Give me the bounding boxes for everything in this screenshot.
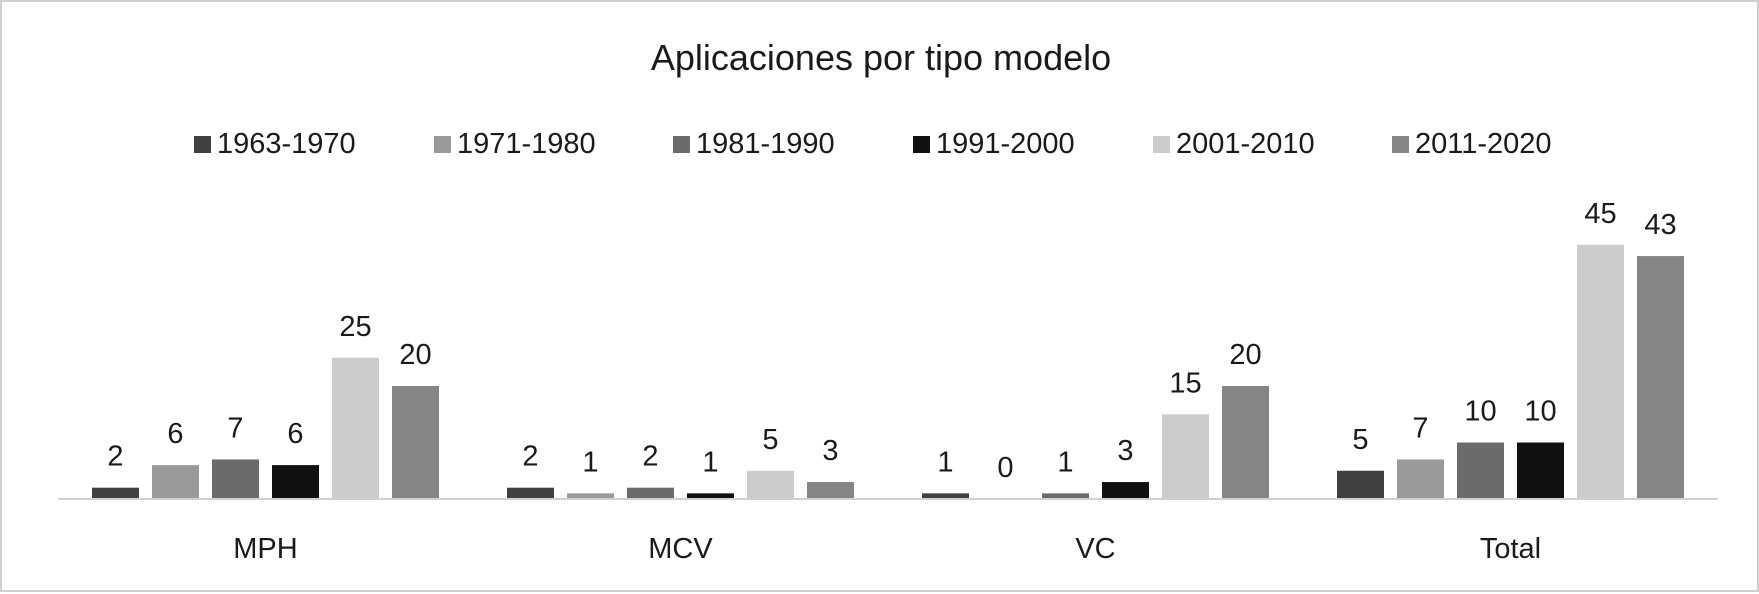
data-label-MCV-1963-1970: 2 [522,441,538,473]
data-label-MPH-2001-2010: 25 [339,311,371,343]
bar-VC-1963-1970 [922,493,969,499]
data-label-Total-1963-1970: 5 [1352,424,1368,456]
data-label-VC-2011-2020: 20 [1229,339,1261,371]
data-label-MCV-2011-2020: 3 [822,435,838,467]
bar-Total-1991-2000 [1517,442,1564,499]
data-label-Total-1981-1990: 10 [1464,396,1496,428]
data-label-Total-1991-2000: 10 [1524,396,1556,428]
bar-MPH-2001-2010 [332,357,379,499]
data-label-VC-1963-1970: 1 [937,446,953,478]
x-axis-tick-labels: MPH MCV VC Total [233,533,1541,565]
data-label-MPH-1981-1990: 7 [227,412,243,444]
data-label-Total-2001-2010: 45 [1584,198,1616,230]
data-label-MPH-2011-2020: 20 [399,339,431,371]
bar-MCV-2011-2020 [807,482,854,499]
data-label-VC-1981-1990: 1 [1057,446,1073,478]
bar-Total-1971-1980 [1397,459,1444,499]
x-tick-label-Total: Total [1480,533,1541,565]
bar-MCV-1991-2000 [687,493,734,499]
bar-VC-1981-1990 [1042,493,1089,499]
data-label-MCV-1981-1990: 2 [642,441,658,473]
legend-label-1963-1970: 1963-1970 [217,128,356,160]
bar-MPH-1991-2000 [272,465,319,499]
bar-VC-2001-2010 [1162,414,1209,499]
bar-MCV-1963-1970 [507,487,554,499]
data-label-MPH-1963-1970: 2 [107,441,123,473]
legend-label-1981-1990: 1981-1990 [696,128,835,160]
legend-label-2001-2010: 2001-2010 [1176,128,1315,160]
x-tick-label-VC: VC [1075,533,1115,565]
data-label-Total-2011-2020: 43 [1644,209,1676,241]
bar-MPH-1963-1970 [92,487,139,499]
legend: 1963-1970 1971-1980 1981-1990 1991-2000 2001… [194,128,1552,160]
bar-Total-1981-1990 [1457,442,1504,499]
x-tick-label-MPH: MPH [233,533,297,565]
bar-MPH-1971-1980 [152,465,199,499]
bar-MPH-2011-2020 [392,386,439,499]
data-label-MPH-1991-2000: 6 [287,418,303,450]
legend-label-1991-2000: 1991-2000 [936,128,1075,160]
bar-MPH-1981-1990 [212,459,259,499]
data-label-MCV-2001-2010: 5 [762,424,778,456]
bar-MCV-1981-1990 [627,487,674,499]
legend-swatch-1981-1990 [673,136,690,153]
data-label-VC-1991-2000: 3 [1117,435,1133,467]
legend-swatch-2011-2020 [1392,136,1409,153]
legend-label-1971-1980: 1971-1980 [457,128,596,160]
bar-VC-2011-2020 [1222,386,1269,499]
bar-MCV-2001-2010 [747,470,794,499]
bar-Total-1963-1970 [1337,470,1384,499]
data-label-MCV-1971-1980: 1 [582,446,598,478]
legend-swatch-1963-1970 [194,136,211,153]
data-label-VC-2001-2010: 15 [1169,367,1201,399]
data-label-MCV-1991-2000: 1 [702,446,718,478]
bar-Total-2011-2020 [1637,256,1684,499]
legend-swatch-1991-2000 [913,136,930,153]
data-label-VC-1971-1980: 0 [997,452,1013,484]
bar-MCV-1971-1980 [567,493,614,499]
bars [92,244,1684,499]
data-label-MPH-1971-1980: 6 [167,418,183,450]
bar-Total-2001-2010 [1577,244,1624,499]
legend-swatch-2001-2010 [1153,136,1170,153]
chart-title: Aplicaciones por tipo modelo [651,37,1111,78]
bar-VC-1991-2000 [1102,482,1149,499]
x-tick-label-MCV: MCV [648,533,713,565]
legend-label-2011-2020: 2011-2020 [1415,128,1552,160]
legend-swatch-1971-1980 [434,136,451,153]
data-label-Total-1971-1980: 7 [1412,412,1428,444]
